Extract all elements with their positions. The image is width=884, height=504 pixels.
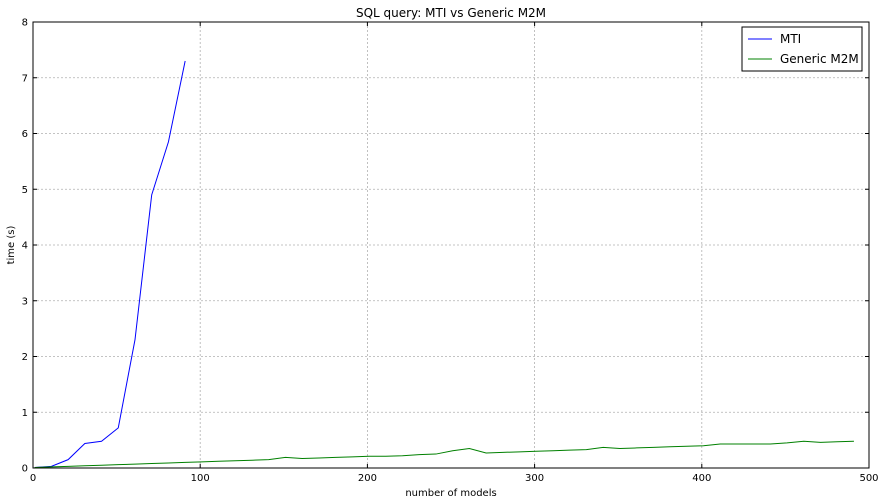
y-tick-label: 7 [22, 73, 28, 84]
series-line-mti [34, 60, 186, 468]
y-tick-label: 8 [22, 18, 28, 29]
y-tick-label: 1 [22, 408, 28, 419]
legend-label-generic-m2m: Generic M2M [780, 52, 859, 66]
legend: MTI Generic M2M [741, 26, 863, 72]
x-axis-label: number of models [405, 488, 496, 499]
x-tick-label: 200 [358, 473, 377, 484]
x-tick-label: 400 [692, 473, 711, 484]
y-tick-label: 2 [22, 352, 28, 363]
x-tick-label: 500 [859, 473, 878, 484]
y-axis-label: time (s) [6, 226, 17, 265]
y-tick-label: 5 [22, 185, 28, 196]
y-tick-label: 3 [22, 296, 28, 307]
y-tick-label: 4 [22, 241, 28, 252]
chart-title: SQL query: MTI vs Generic M2M [356, 6, 546, 20]
series-line-generic-m2m [34, 440, 854, 468]
x-tick-label: 100 [191, 473, 210, 484]
legend-box [741, 26, 863, 72]
x-tick-label: 300 [525, 473, 544, 484]
x-tick-label: 0 [30, 473, 36, 484]
series-lines [34, 60, 854, 468]
y-tick-label: 0 [22, 464, 28, 475]
y-tick-label: 6 [22, 129, 28, 140]
grid-lines [33, 22, 869, 468]
legend-label-mti: MTI [780, 32, 801, 46]
axis-ticks: 0 100 200 300 400 500 0 1 2 3 4 5 6 7 8 [22, 18, 879, 485]
